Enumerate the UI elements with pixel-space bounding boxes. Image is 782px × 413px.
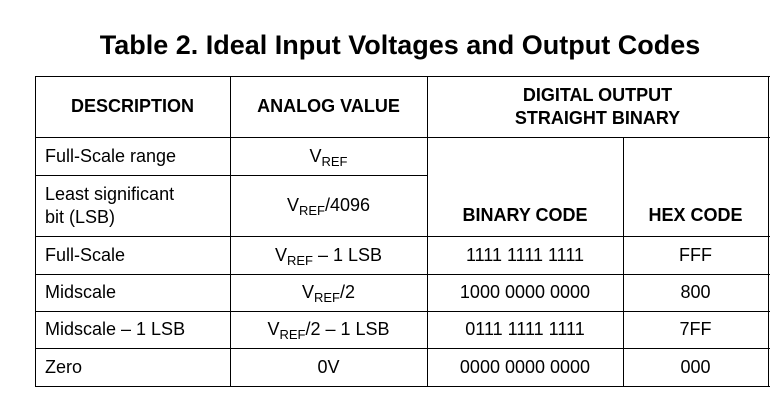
- analog-rest: /4096: [324, 195, 371, 215]
- analog-sub: REF: [286, 252, 313, 268]
- header-digital-output: DIGITAL OUTPUT STRAIGHT BINARY: [427, 76, 768, 137]
- row-analog-value: V REF: [230, 137, 427, 175]
- analog-rest: /2 – 1 LSB: [305, 319, 390, 339]
- analog-v: V: [267, 319, 280, 339]
- row-description: Midscale: [45, 282, 117, 302]
- analog-rest: – 1 LSB: [312, 244, 383, 265]
- row-analog-value: V REF/4096: [230, 175, 427, 236]
- row-binary-code: 1000 0000 0000: [459, 282, 591, 302]
- description-line2: bit (LSB): [45, 206, 116, 227]
- row-binary-code: 0111 1111 1111: [465, 319, 585, 339]
- row-description: Zero: [45, 356, 83, 377]
- description-line1: Least significant: [45, 183, 175, 204]
- table-title: Table 2. Ideal Input Voltages and Output…: [99, 30, 701, 60]
- analog-rest: /2: [340, 282, 356, 302]
- row-hex-code: 000: [680, 356, 711, 377]
- row-binary-code: 1111 1111 1111: [465, 244, 585, 265]
- row-description: Midscale – 1 LSB: [45, 319, 186, 339]
- row-analog-value: V REF – 1 LSB: [230, 236, 427, 274]
- row-analog-value: V REF/2: [230, 274, 427, 311]
- analog-sub: REF: [298, 203, 325, 218]
- analog-sub: REF: [279, 327, 306, 342]
- header-digital-line2: STRAIGHT BINARY: [514, 107, 681, 128]
- header-hex-code: HEX CODE: [648, 205, 743, 225]
- row-analog-value: 0V: [317, 356, 340, 377]
- analog-v: V: [301, 282, 314, 302]
- analog-sub: REF: [314, 290, 340, 305]
- row-analog-value: V REF/2 – 1 LSB: [230, 311, 427, 348]
- header-binary-code: BINARY CODE: [462, 205, 588, 225]
- analog-v: V: [309, 145, 322, 166]
- analog-sub: REF: [321, 153, 348, 169]
- row-hex-code: 800: [680, 282, 711, 302]
- row-description: Full-Scale range: [45, 145, 177, 166]
- header-analog-value: ANALOG VALUE: [257, 96, 400, 116]
- row-description: Least significant bit (LSB): [35, 175, 230, 236]
- analog-v: V: [274, 244, 287, 265]
- row-binary-code: 0000 0000 0000: [459, 356, 591, 377]
- analog-v: V: [286, 195, 299, 215]
- header-digital-line1: DIGITAL OUTPUT: [522, 84, 673, 105]
- row-description: Full-Scale: [45, 244, 126, 265]
- row-hex-code: 7FF: [679, 319, 712, 339]
- header-description: DESCRIPTION: [70, 96, 194, 116]
- row-hex-code: FFF: [679, 244, 712, 265]
